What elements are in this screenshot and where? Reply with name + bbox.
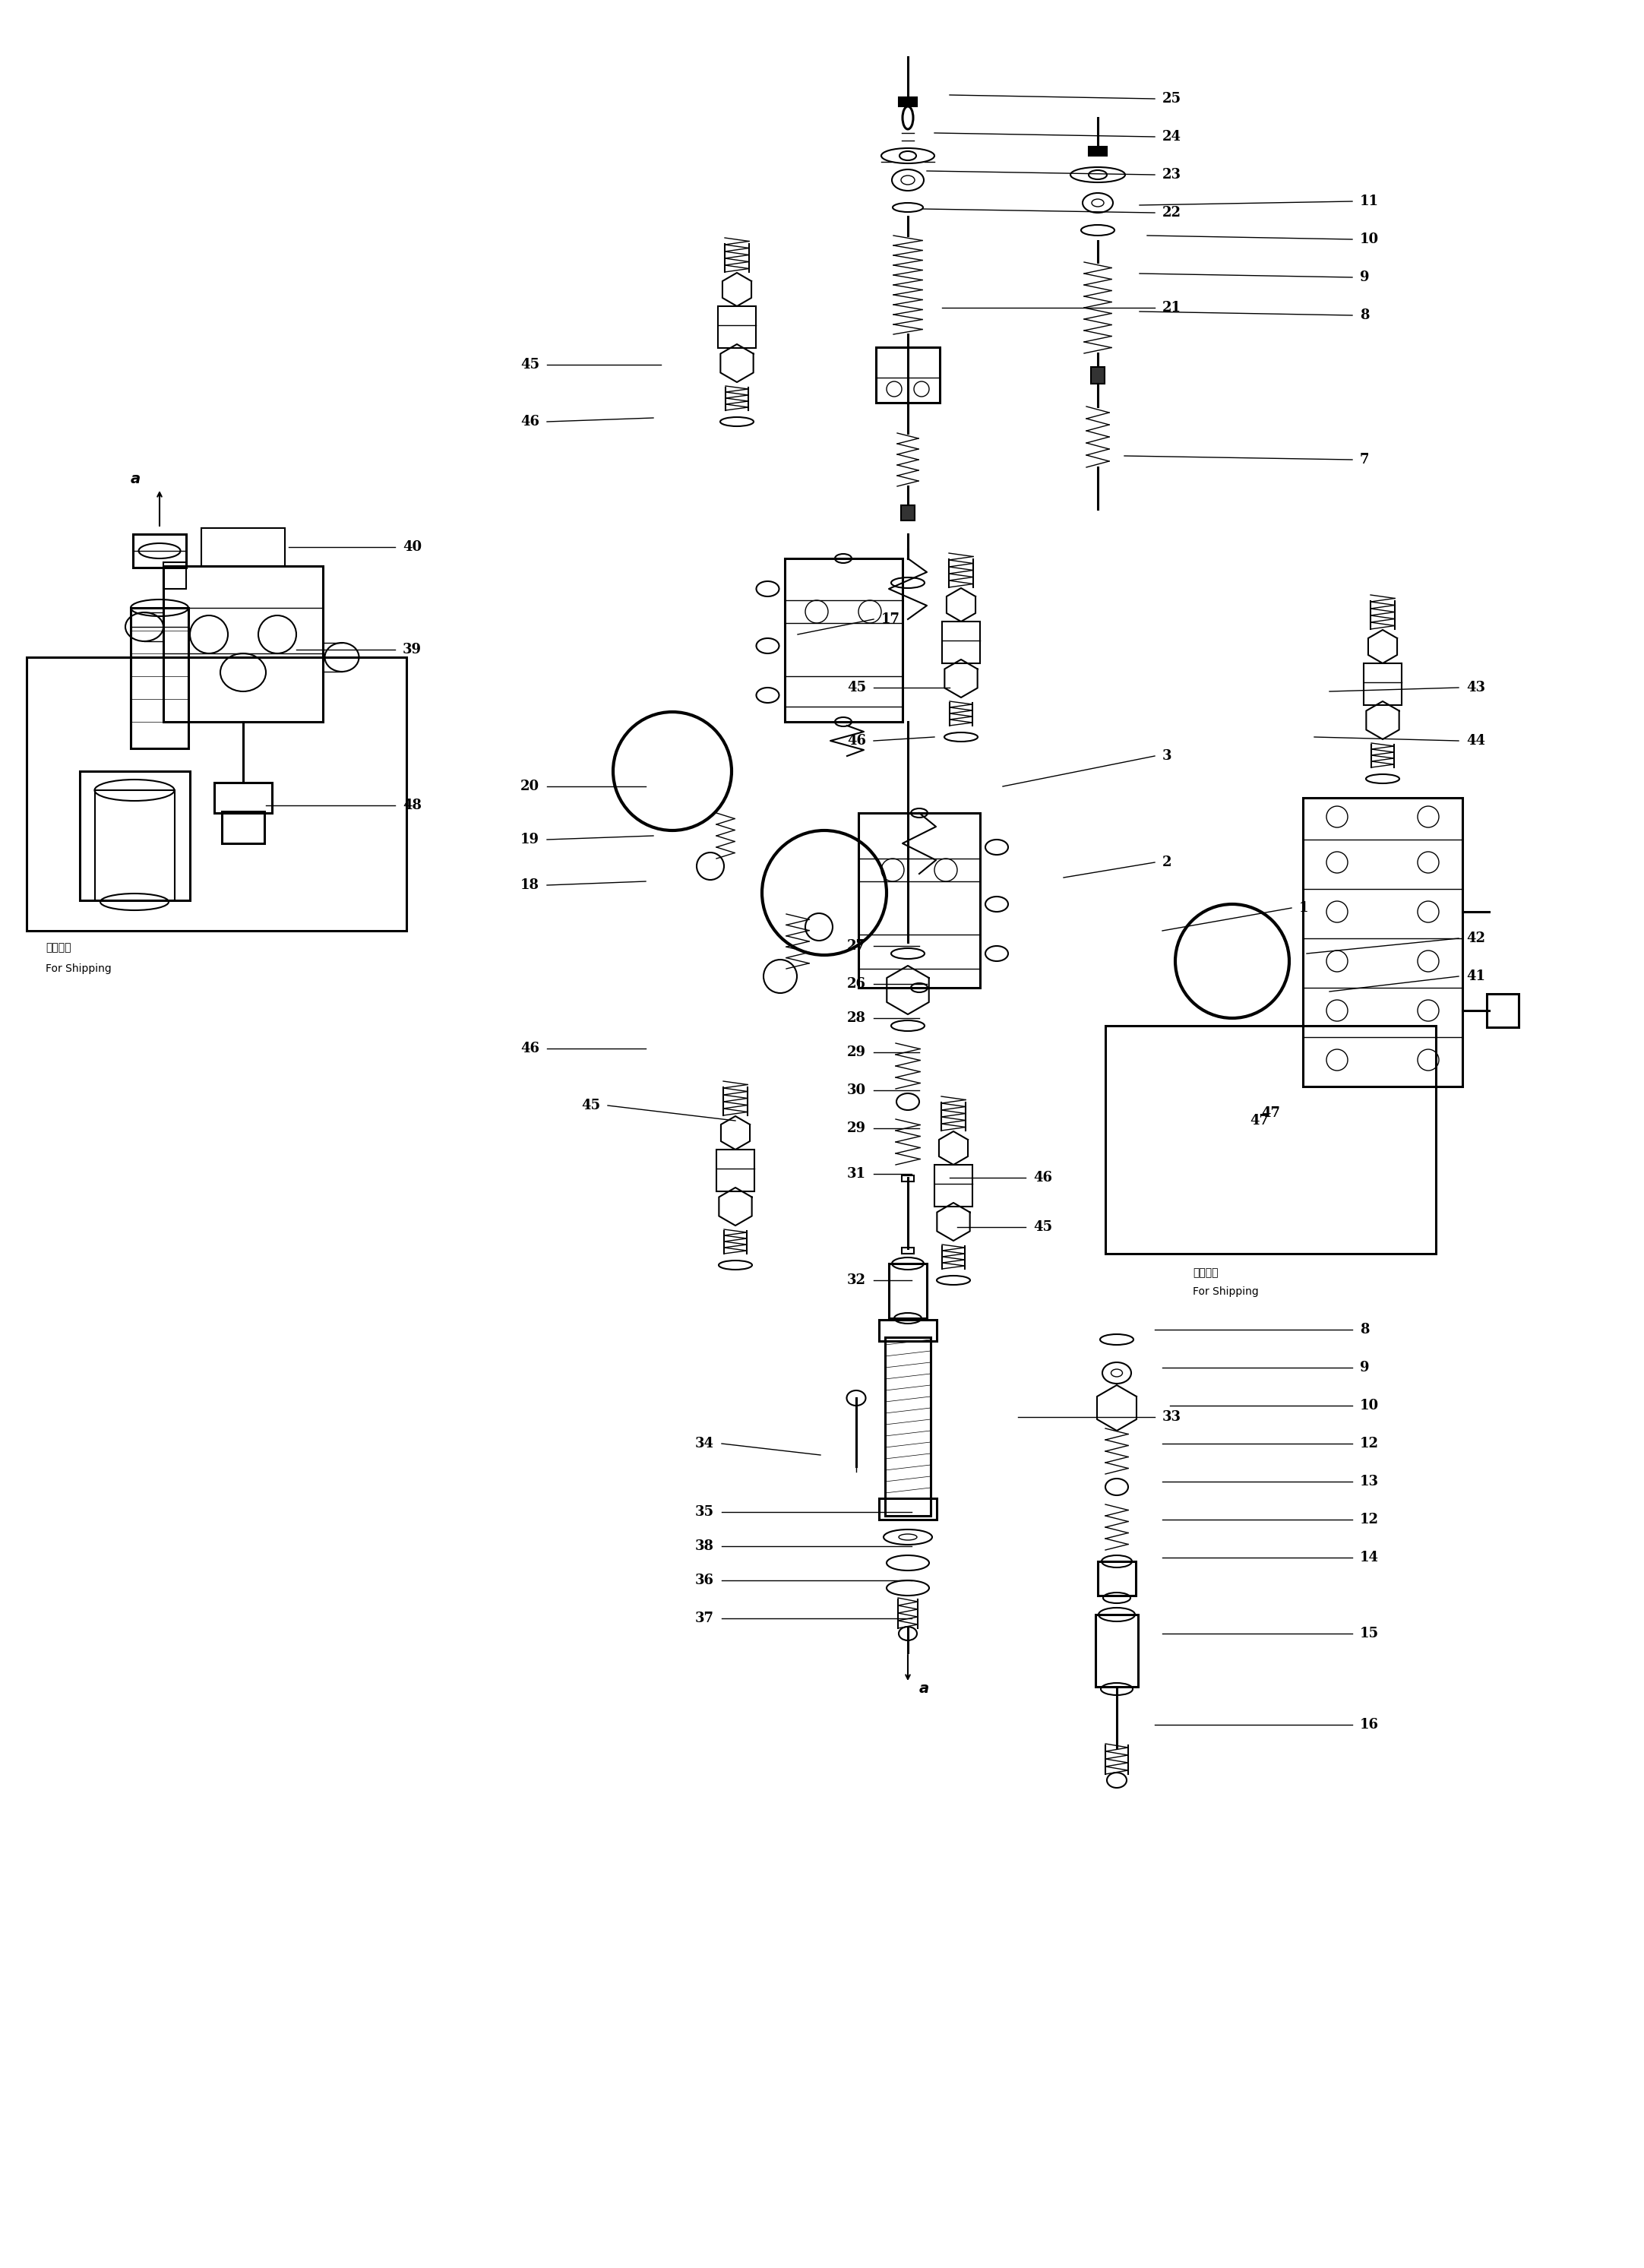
Bar (163, 567, 322, 721)
Bar (26, 658, 406, 930)
Bar (889, 1263, 927, 1318)
Text: 47: 47 (1261, 1107, 1281, 1120)
Text: 18: 18 (521, 878, 539, 891)
Text: 39: 39 (403, 642, 421, 655)
Text: 10: 10 (1360, 234, 1379, 247)
Text: 8: 8 (1360, 1322, 1369, 1336)
Text: 22: 22 (1162, 206, 1182, 220)
Bar (163, 562, 186, 590)
Text: 12: 12 (1360, 1438, 1379, 1452)
Text: 19: 19 (521, 832, 539, 846)
Text: For Shipping: For Shipping (46, 964, 112, 973)
Bar (1486, 993, 1519, 1027)
Text: 27: 27 (847, 939, 866, 953)
Text: 47: 47 (1249, 1114, 1269, 1127)
Bar (1098, 1560, 1136, 1597)
Bar (858, 812, 980, 989)
Bar (880, 1499, 937, 1520)
Bar (133, 535, 186, 567)
Text: 10: 10 (1360, 1399, 1379, 1413)
Text: 3: 3 (1162, 748, 1172, 762)
Text: 2: 2 (1162, 855, 1172, 869)
Text: 運搬部品: 運搬部品 (1194, 1268, 1218, 1277)
Bar (1092, 367, 1105, 383)
Text: 13: 13 (1360, 1474, 1379, 1488)
Bar (95, 789, 174, 900)
Text: 16: 16 (1360, 1717, 1379, 1730)
Text: 31: 31 (847, 1168, 866, 1182)
Bar (130, 608, 189, 748)
Text: 42: 42 (1466, 932, 1485, 946)
Text: 32: 32 (847, 1272, 866, 1288)
Bar (1105, 1025, 1435, 1254)
Bar (222, 812, 265, 844)
Text: 9: 9 (1360, 1361, 1369, 1374)
Text: 45: 45 (847, 680, 866, 694)
Bar (876, 347, 940, 404)
Text: 43: 43 (1466, 680, 1485, 694)
Text: 14: 14 (1360, 1551, 1379, 1565)
Bar (880, 1320, 937, 1340)
Text: 29: 29 (847, 1046, 866, 1059)
Text: 45: 45 (580, 1098, 600, 1111)
Text: 15: 15 (1360, 1626, 1379, 1640)
Bar (718, 306, 756, 347)
Text: 29: 29 (847, 1120, 866, 1136)
Text: For Shipping: For Shipping (1194, 1286, 1259, 1297)
Bar (899, 98, 917, 107)
Text: 運搬部品: 運搬部品 (46, 941, 71, 953)
Text: 1: 1 (1299, 900, 1309, 914)
Text: 26: 26 (847, 978, 866, 991)
Bar (214, 782, 271, 812)
Bar (903, 1175, 914, 1182)
Bar (942, 621, 980, 662)
Text: 45: 45 (520, 358, 539, 372)
Text: 46: 46 (521, 415, 539, 429)
Text: 44: 44 (1466, 735, 1485, 748)
Bar (901, 506, 914, 519)
Bar (81, 771, 191, 900)
Bar (1095, 1615, 1138, 1687)
Text: 11: 11 (1360, 195, 1379, 209)
Text: a: a (919, 1683, 929, 1696)
Text: 21: 21 (1162, 302, 1182, 315)
Bar (884, 1338, 931, 1515)
Text: 8: 8 (1360, 308, 1369, 322)
Text: 24: 24 (1162, 129, 1182, 143)
Text: 17: 17 (881, 612, 901, 626)
Text: 38: 38 (695, 1540, 713, 1554)
Bar (784, 558, 903, 721)
Bar (1088, 147, 1106, 156)
Text: 25: 25 (1162, 93, 1182, 107)
Text: 9: 9 (1360, 270, 1369, 284)
Text: 48: 48 (403, 798, 421, 812)
Text: 28: 28 (847, 1012, 866, 1025)
Text: 12: 12 (1360, 1513, 1379, 1526)
Text: 20: 20 (520, 780, 539, 794)
Text: 41: 41 (1466, 968, 1485, 984)
Bar (903, 1247, 914, 1254)
Text: 46: 46 (1032, 1170, 1052, 1184)
Text: 23: 23 (1162, 168, 1182, 181)
Text: 34: 34 (695, 1438, 713, 1452)
Bar (1304, 798, 1463, 1086)
Text: 30: 30 (847, 1084, 866, 1098)
Text: 45: 45 (1032, 1220, 1052, 1234)
Text: 7: 7 (1360, 454, 1369, 467)
Bar (934, 1166, 972, 1207)
Text: 35: 35 (695, 1506, 713, 1520)
Text: 36: 36 (695, 1574, 713, 1588)
Text: 33: 33 (1162, 1411, 1182, 1424)
Text: a: a (130, 472, 140, 485)
Text: 40: 40 (403, 540, 423, 553)
Text: 37: 37 (695, 1613, 713, 1626)
Bar (201, 528, 284, 567)
Text: 46: 46 (521, 1041, 539, 1055)
Bar (717, 1150, 755, 1191)
Text: 46: 46 (847, 735, 866, 748)
Bar (1363, 662, 1402, 705)
